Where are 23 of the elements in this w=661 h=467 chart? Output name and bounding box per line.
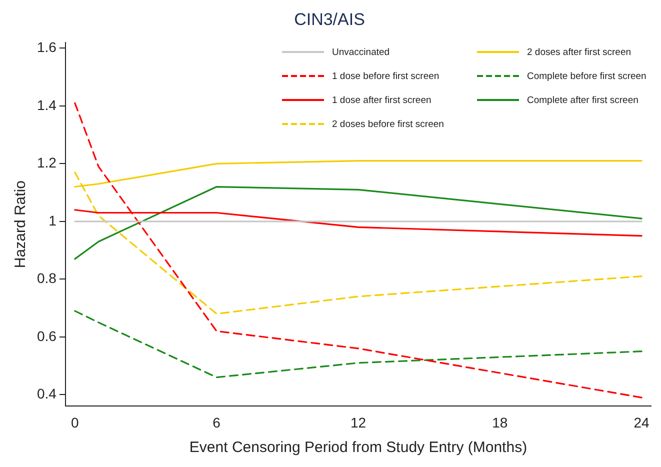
x-axis-title: Event Censoring Period from Study Entry (Months) [189, 439, 528, 456]
legend-label: Complete after first screen [527, 94, 638, 106]
y-tick-label: 1 [48, 212, 57, 228]
y-tick-label: 1.4 [36, 96, 57, 113]
chart-title: CIN3/AIS [294, 10, 365, 29]
x-tick-label: 24 [634, 414, 650, 430]
legend-label: Unvaccinated [332, 46, 390, 58]
line-series [74, 310, 642, 378]
x-tick-label: 6 [212, 414, 221, 430]
legend-label: Complete before first screen [527, 70, 646, 82]
legend-label: 1 dose before first screen [332, 70, 440, 82]
x-tick-label: 0 [71, 414, 80, 430]
legend-label: 1 dose after first screen [332, 94, 432, 106]
y-tick-label: 1.6 [36, 39, 57, 56]
y-tick-label: 0.4 [36, 386, 57, 402]
y-tick-label: 0.8 [36, 270, 57, 286]
legend-label: 2 doses before first screen [332, 118, 444, 130]
y-tick-label: 0.6 [36, 328, 57, 344]
x-tick-label: 18 [492, 414, 508, 430]
legend-label: 2 doses after first screen [527, 46, 632, 58]
y-axis-title: Hazard Ratio [12, 180, 30, 268]
x-tick-label: 12 [350, 414, 366, 430]
y-tick-label: 1.2 [36, 154, 57, 171]
